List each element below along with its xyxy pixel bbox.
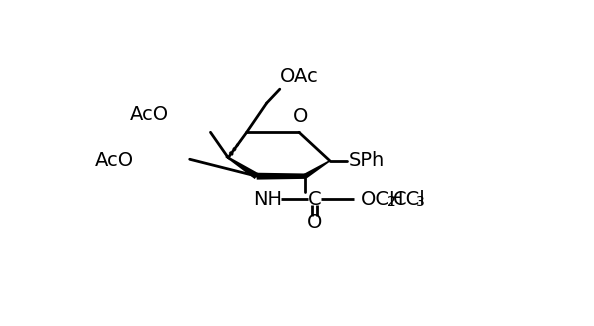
Text: 2: 2 (387, 195, 396, 209)
Text: NH: NH (253, 190, 282, 209)
Polygon shape (257, 173, 305, 180)
Polygon shape (304, 160, 330, 178)
Text: SPh: SPh (349, 151, 386, 170)
Text: O: O (293, 107, 308, 126)
Text: C: C (308, 190, 321, 209)
Text: 3: 3 (416, 195, 425, 209)
Text: CCl: CCl (393, 190, 426, 209)
Text: O: O (307, 213, 322, 232)
Text: AcO: AcO (129, 105, 169, 124)
Text: OCH: OCH (361, 190, 404, 209)
Text: OAc: OAc (280, 67, 318, 86)
Polygon shape (228, 157, 258, 179)
Text: AcO: AcO (95, 151, 134, 170)
